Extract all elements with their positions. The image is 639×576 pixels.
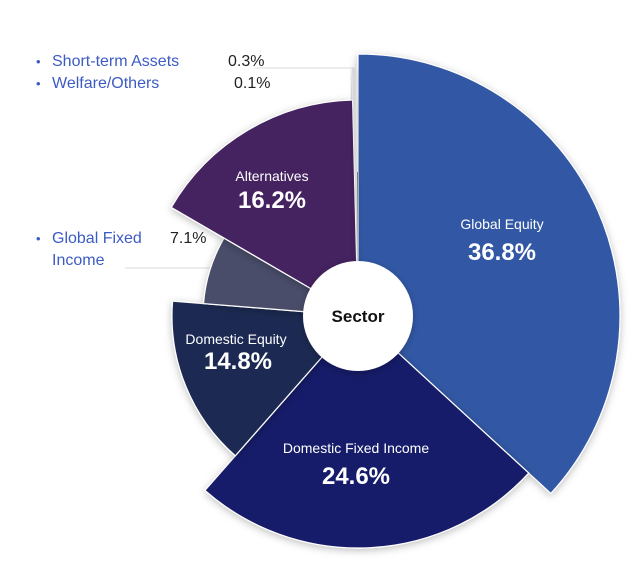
legend-value: 0.1%: [234, 75, 271, 92]
domestic-equity-name: Domestic Equity: [185, 331, 286, 347]
center-hole: [303, 261, 413, 371]
legend-label: Welfare/Others: [52, 75, 160, 92]
legend-label-line2: Income: [52, 252, 105, 269]
bullet-icon: •: [36, 54, 41, 69]
domestic-fixed-name: Domestic Fixed Income: [283, 440, 429, 456]
bullet-icon: •: [36, 231, 41, 246]
global-equity-pct: 36.8%: [468, 239, 536, 266]
legend-value: 7.1%: [170, 230, 207, 247]
center-label: Sector: [332, 307, 385, 326]
alternatives-name: Alternatives: [235, 168, 308, 184]
legend-label: Global Fixed: [52, 230, 142, 247]
legend-value: 0.3%: [228, 53, 265, 70]
legend-short-term: • Short-term Assets 0.3% • Welfare/Others 0.…: [36, 51, 270, 95]
bullet-icon: •: [36, 76, 41, 91]
domestic-equity-pct: 14.8%: [204, 348, 272, 375]
alternatives-pct: 16.2%: [238, 187, 306, 214]
legend-global-fixed: • Global Fixed 7.1% Income: [36, 228, 206, 272]
global-equity-name: Global Equity: [460, 216, 543, 232]
legend-label: Short-term Assets: [52, 53, 180, 70]
domestic-fixed-pct: 24.6%: [322, 463, 390, 490]
